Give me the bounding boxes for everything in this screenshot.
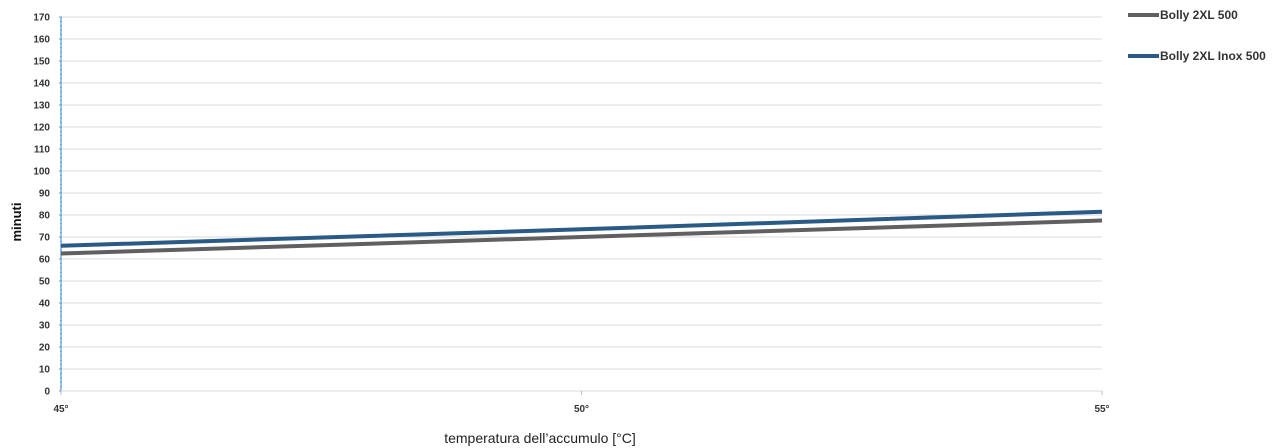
gridlines: [61, 16, 1102, 370]
y-tick-label: 60: [39, 255, 51, 266]
y-axis-title: minuti: [9, 203, 24, 242]
legend-label: Bolly 2XL 500: [1160, 8, 1238, 22]
legend-label: Bolly 2XL Inox 500: [1160, 49, 1266, 63]
y-tick-label: 150: [33, 57, 50, 68]
y-tick-label: 90: [39, 189, 51, 200]
y-tick-label: 130: [33, 101, 50, 112]
y-tick-label: 50: [39, 277, 51, 288]
y-tick-label: 100: [33, 167, 50, 178]
axes: [59, 16, 1103, 395]
y-tick-label: 160: [33, 35, 50, 46]
series-line: [60, 218, 1103, 256]
y-tick-label: 40: [39, 299, 51, 310]
y-tick-label: 30: [39, 321, 51, 332]
y-tick-label: 80: [39, 211, 51, 222]
y-tick-label: 10: [39, 365, 51, 376]
legend: Bolly 2XL 500 Bolly 2XL Inox 500: [1128, 8, 1266, 63]
x-tick-label: 50°: [574, 404, 589, 415]
y-tick-label: 120: [33, 123, 50, 134]
series-lines: [60, 209, 1103, 256]
y-tick-label: 140: [33, 79, 50, 90]
y-tick-label: 110: [34, 145, 51, 156]
x-tick-label: 45°: [53, 404, 68, 415]
y-tick-label: 70: [39, 233, 51, 244]
y-tick-label: 0: [44, 387, 50, 398]
x-tick-label: 55°: [1094, 404, 1109, 415]
tick-labels: 0 10 20 30 40 50 60 70 80 90 100 110 120 130 140 150 160…: [33, 13, 1109, 416]
y-tick-label: 20: [39, 343, 51, 354]
x-axis-title: temperatura dell’accumulo [°C]: [444, 430, 636, 446]
series-line: [60, 209, 1103, 248]
y-tick-label: 170: [33, 13, 50, 24]
